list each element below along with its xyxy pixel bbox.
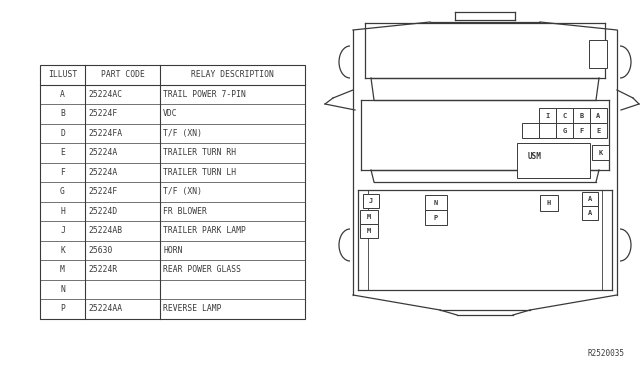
Text: 25224F: 25224F <box>88 187 117 196</box>
Text: A: A <box>588 210 592 216</box>
Text: 25224AA: 25224AA <box>88 304 122 313</box>
Text: USM: USM <box>528 152 542 161</box>
Text: K: K <box>60 246 65 255</box>
Bar <box>539 123 556 138</box>
Text: T/F (XN): T/F (XN) <box>163 129 202 138</box>
Bar <box>556 123 573 138</box>
Text: TRAILER PARK LAMP: TRAILER PARK LAMP <box>163 226 246 235</box>
Text: N: N <box>60 285 65 294</box>
Bar <box>425 195 447 210</box>
Bar <box>363 194 379 208</box>
Bar <box>589 40 607 68</box>
Text: 25224D: 25224D <box>88 207 117 216</box>
Text: 25224FA: 25224FA <box>88 129 122 138</box>
Bar <box>573 108 590 123</box>
Text: J: J <box>60 226 65 235</box>
Text: VDC: VDC <box>163 109 178 118</box>
Text: HORN: HORN <box>163 246 182 255</box>
Bar <box>592 145 609 160</box>
Text: H: H <box>60 207 65 216</box>
Text: M: M <box>367 214 371 220</box>
Text: B: B <box>579 112 584 119</box>
Text: P: P <box>434 215 438 221</box>
Text: 25224F: 25224F <box>88 109 117 118</box>
Text: ILLUST: ILLUST <box>48 70 77 79</box>
Bar <box>582 206 598 220</box>
Bar <box>539 108 556 123</box>
Text: D: D <box>60 129 65 138</box>
Text: 25224A: 25224A <box>88 168 117 177</box>
Text: TRAIL POWER 7-PIN: TRAIL POWER 7-PIN <box>163 90 246 99</box>
Text: K: K <box>598 150 603 155</box>
Text: RELAY DESCRIPTION: RELAY DESCRIPTION <box>191 70 274 79</box>
Bar <box>590 123 607 138</box>
Text: F: F <box>60 168 65 177</box>
Text: G: G <box>60 187 65 196</box>
Bar <box>360 210 378 224</box>
Text: M: M <box>367 228 371 234</box>
Bar <box>582 192 598 206</box>
Text: TRAILER TURN LH: TRAILER TURN LH <box>163 168 236 177</box>
Text: F: F <box>579 128 584 134</box>
Text: 25224A: 25224A <box>88 148 117 157</box>
Bar <box>540 195 558 211</box>
Text: C: C <box>563 112 566 119</box>
Bar <box>556 108 573 123</box>
Text: N: N <box>434 199 438 205</box>
Text: REVERSE LAMP: REVERSE LAMP <box>163 304 221 313</box>
Text: G: G <box>563 128 566 134</box>
Text: I: I <box>545 112 550 119</box>
Bar <box>573 123 590 138</box>
Bar <box>360 224 378 238</box>
Bar <box>40 65 305 318</box>
Text: 25224AB: 25224AB <box>88 226 122 235</box>
Bar <box>590 108 607 123</box>
Text: REAR POWER GLASS: REAR POWER GLASS <box>163 265 241 274</box>
Text: P: P <box>60 304 65 313</box>
Text: A: A <box>60 90 65 99</box>
Text: PART CODE: PART CODE <box>100 70 145 79</box>
Text: FR BLOWER: FR BLOWER <box>163 207 207 216</box>
Text: TRAILER TURN RH: TRAILER TURN RH <box>163 148 236 157</box>
Text: 25224AC: 25224AC <box>88 90 122 99</box>
Text: E: E <box>60 148 65 157</box>
Text: H: H <box>547 200 551 206</box>
Text: R2520035: R2520035 <box>588 349 625 358</box>
Text: 25224R: 25224R <box>88 265 117 274</box>
Text: M: M <box>60 265 65 274</box>
Bar <box>517 143 590 178</box>
Text: A: A <box>588 196 592 202</box>
Text: E: E <box>596 128 600 134</box>
Text: A: A <box>596 112 600 119</box>
Text: J: J <box>369 198 373 204</box>
Text: 25630: 25630 <box>88 246 113 255</box>
Text: T/F (XN): T/F (XN) <box>163 187 202 196</box>
Text: B: B <box>60 109 65 118</box>
Bar <box>522 123 539 138</box>
Bar <box>425 210 447 225</box>
